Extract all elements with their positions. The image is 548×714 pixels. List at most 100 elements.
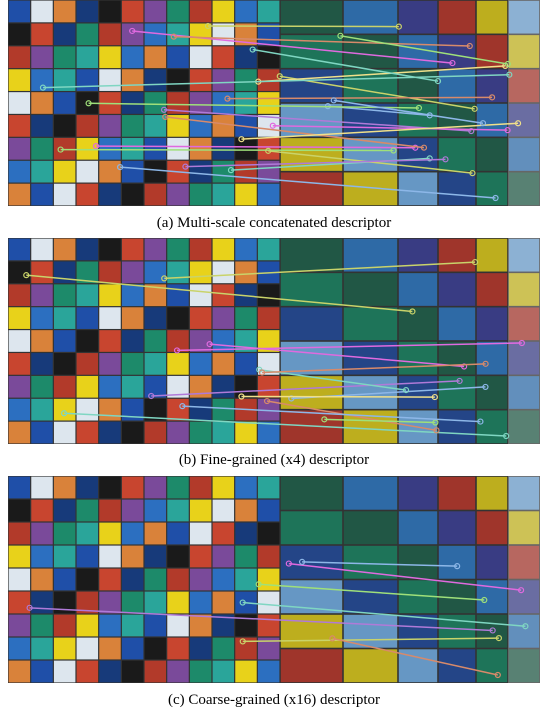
- tile: [190, 592, 211, 614]
- tile: [31, 569, 52, 591]
- tile: [9, 546, 30, 568]
- tile: [9, 161, 30, 183]
- tile: [167, 592, 188, 614]
- tile: [54, 115, 75, 137]
- tile: [477, 104, 507, 137]
- tile: [344, 649, 397, 682]
- tile: [258, 239, 279, 261]
- tile: [9, 615, 30, 637]
- match-image: [8, 476, 540, 683]
- tile: [9, 353, 30, 375]
- tile: [399, 615, 437, 648]
- tile: [54, 161, 75, 183]
- tile: [9, 92, 30, 114]
- tile: [122, 46, 143, 68]
- tile: [190, 1, 211, 23]
- tile: [213, 477, 234, 499]
- tile: [235, 92, 256, 114]
- tile: [167, 46, 188, 68]
- tile: [145, 422, 166, 444]
- tile: [122, 500, 143, 522]
- tile: [258, 661, 279, 683]
- tile: [77, 239, 98, 261]
- tile: [281, 477, 342, 510]
- tile: [99, 546, 120, 568]
- tile: [477, 546, 507, 579]
- tile: [145, 569, 166, 591]
- tile: [9, 661, 30, 683]
- tile: [122, 422, 143, 444]
- tile: [190, 353, 211, 375]
- tile: [281, 239, 342, 272]
- tile: [190, 615, 211, 637]
- tile: [31, 523, 52, 545]
- tile: [99, 46, 120, 68]
- tile: [235, 261, 256, 283]
- tile: [213, 661, 234, 683]
- caption: (b) Fine-grained (x4) descriptor: [0, 452, 548, 469]
- tile: [190, 399, 211, 421]
- tile: [99, 615, 120, 637]
- tile: [77, 661, 98, 683]
- tile: [145, 592, 166, 614]
- tile: [145, 239, 166, 261]
- tile: [213, 46, 234, 68]
- tile: [99, 592, 120, 614]
- tile: [439, 410, 475, 443]
- tile: [235, 546, 256, 568]
- tile: [145, 477, 166, 499]
- tile: [31, 92, 52, 114]
- tile: [399, 546, 437, 579]
- tile: [213, 638, 234, 660]
- tile: [439, 307, 475, 340]
- tile: [344, 511, 397, 544]
- tile: [54, 569, 75, 591]
- tile: [77, 569, 98, 591]
- tile: [190, 184, 211, 206]
- tile: [54, 661, 75, 683]
- tile: [77, 23, 98, 45]
- tile: [31, 138, 52, 160]
- tile: [122, 184, 143, 206]
- tile: [77, 284, 98, 306]
- tile: [54, 307, 75, 329]
- tile: [213, 523, 234, 545]
- tile: [99, 523, 120, 545]
- tile: [190, 422, 211, 444]
- tile: [122, 115, 143, 137]
- tile: [145, 46, 166, 68]
- tile: [145, 1, 166, 23]
- tile: [9, 1, 30, 23]
- tile: [54, 1, 75, 23]
- tile: [77, 184, 98, 206]
- tile: [54, 477, 75, 499]
- light: [508, 0, 540, 206]
- match-line: [208, 26, 399, 27]
- tile: [190, 661, 211, 683]
- tile: [213, 307, 234, 329]
- tile: [99, 477, 120, 499]
- tile: [344, 546, 397, 579]
- tile: [31, 239, 52, 261]
- tile: [190, 638, 211, 660]
- tile: [190, 115, 211, 137]
- tile: [399, 342, 437, 375]
- tile: [258, 592, 279, 614]
- tile: [9, 184, 30, 206]
- tile: [122, 261, 143, 283]
- tile: [399, 172, 437, 205]
- tile: [281, 307, 342, 340]
- tile: [9, 523, 30, 545]
- tile: [54, 500, 75, 522]
- tile: [213, 422, 234, 444]
- tile: [190, 500, 211, 522]
- tile: [167, 500, 188, 522]
- tile: [99, 1, 120, 23]
- tile: [167, 399, 188, 421]
- tile: [344, 307, 397, 340]
- tile: [258, 284, 279, 306]
- tile: [99, 353, 120, 375]
- tile: [190, 569, 211, 591]
- tile: [145, 92, 166, 114]
- tile: [258, 422, 279, 444]
